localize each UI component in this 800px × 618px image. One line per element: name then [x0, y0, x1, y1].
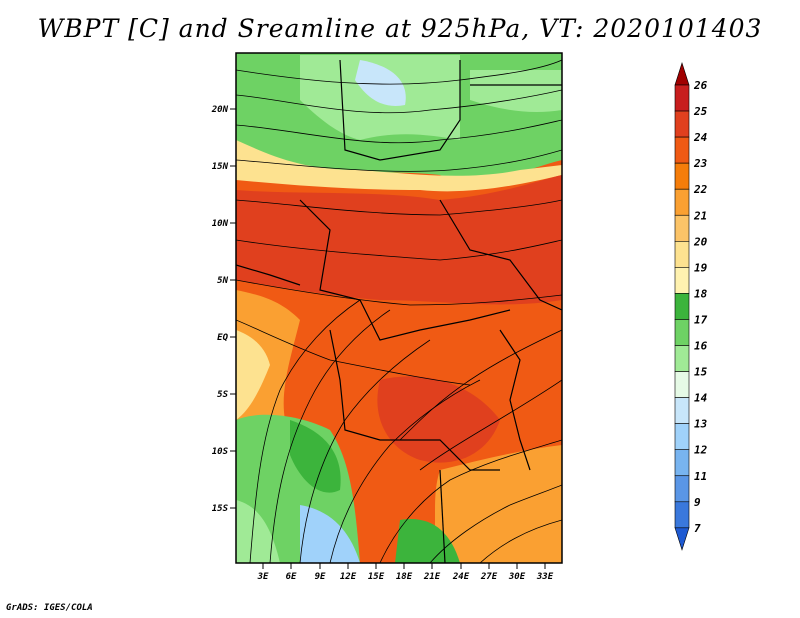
colorbar-label: 15 [694, 366, 708, 379]
colorbar-label: 17 [694, 313, 708, 326]
colorbar-segment [674, 501, 690, 529]
colorbar-label: 26 [693, 79, 708, 92]
colorbar-segment [674, 293, 690, 320]
grads-credit: GrADS: IGES/COLA [6, 603, 93, 613]
streamlines [236, 59, 562, 563]
colorbar-bottom-arrow [674, 527, 690, 551]
colorbar-label: 14 [694, 392, 708, 405]
colorbar-label: 18 [694, 287, 708, 300]
colorbar-label: 11 [694, 470, 707, 483]
lat-label: 20N [211, 105, 229, 115]
colorbar-label: 7 [694, 522, 701, 535]
colorbar-segment [674, 449, 690, 477]
lon-label: 12E [340, 572, 357, 582]
colorbar-segment [674, 345, 690, 372]
lat-label: 5N [217, 276, 228, 286]
lon-label: 18E [396, 572, 413, 582]
colorbar: 26 25 24 23 22 21 20 19 18 17 16 15 14 13 12 11 9 7 [674, 62, 708, 551]
colorbar-segment [674, 475, 690, 503]
lat-label: 10N [212, 219, 229, 229]
lat-label: 5S [217, 390, 228, 400]
colorbar-segment [674, 214, 690, 242]
colorbar-segment [674, 188, 690, 216]
colorbar-segment [674, 136, 690, 164]
colorbar-segment [674, 162, 690, 190]
lon-label: 6E [286, 572, 297, 582]
lon-label: 27E [480, 572, 498, 582]
country-boundaries [236, 59, 562, 563]
colorbar-segment [674, 319, 690, 346]
colorbar-label: 21 [693, 209, 707, 222]
wbpt-field [236, 53, 562, 563]
colorbar-label: 16 [694, 340, 708, 353]
colorbar-label: 12 [694, 444, 708, 457]
colorbar-label: 24 [693, 131, 708, 144]
lat-label: 15N [212, 162, 229, 172]
lat-label: 10S [212, 447, 229, 457]
colorbar-label: 25 [693, 105, 708, 118]
longitude-axis: 3E 6E 9E 12E 15E 18E 21E 24E 27E 30E 33E [257, 563, 554, 582]
colorbar-top-arrow [674, 62, 690, 86]
colorbar-label: 13 [694, 418, 708, 431]
lat-label: EQ [217, 333, 228, 343]
map-title: WBPT [C] and Sreamline at 925hPa, VT: 20… [37, 14, 763, 43]
colorbar-label: 9 [694, 496, 701, 509]
lon-label: 30E [508, 572, 526, 582]
lon-label: 3E [257, 572, 269, 582]
lon-label: 9E [315, 572, 326, 582]
colorbar-segment [674, 84, 690, 112]
lon-label: 21E [423, 572, 441, 582]
latitude-axis: 20N 15N 10N 5N EQ 5S 10S 15S [211, 105, 236, 514]
colorbar-segment [674, 267, 690, 294]
colorbar-label: 22 [693, 183, 708, 196]
map-frame [235, 52, 563, 564]
colorbar-label: 23 [693, 157, 708, 170]
lon-label: 15E [368, 572, 385, 582]
colorbar-segment [674, 241, 690, 268]
colorbar-segment [674, 423, 690, 450]
lon-label: 33E [536, 572, 554, 582]
colorbar-label: 19 [694, 261, 708, 274]
colorbar-segment [674, 397, 690, 424]
colorbar-segment [674, 371, 690, 398]
colorbar-label: 20 [693, 235, 708, 248]
lon-label: 24E [452, 572, 470, 582]
lat-label: 15S [212, 504, 229, 514]
colorbar-segment [674, 110, 690, 138]
